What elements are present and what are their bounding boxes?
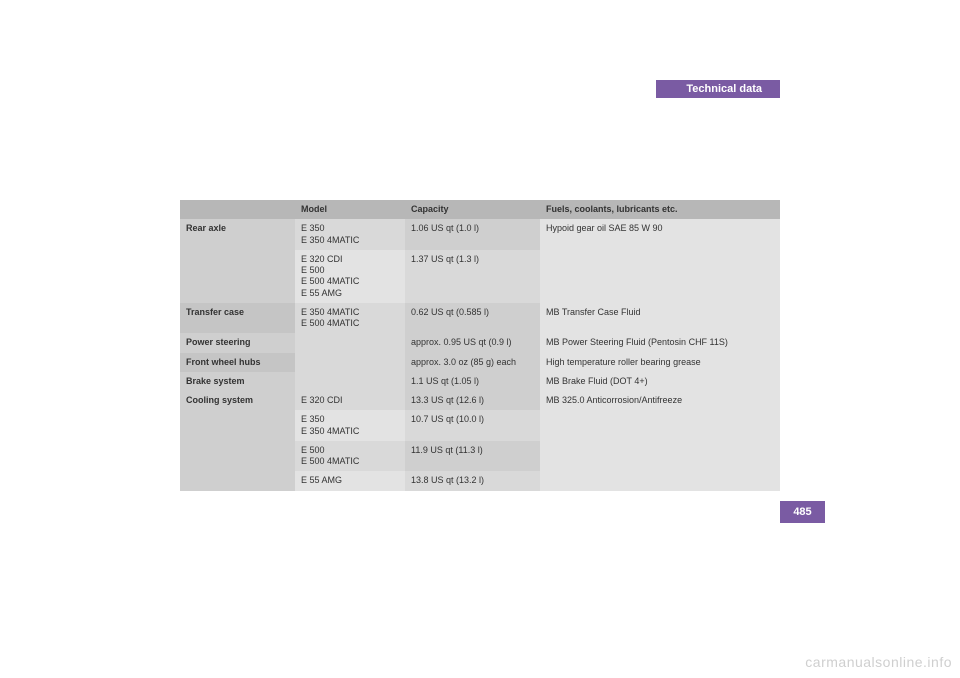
table-row: Rear axleE 350E 350 4MATIC1.06 US qt (1.…: [180, 219, 780, 250]
fluid-cell: Hypoid gear oil SAE 85 W 90: [540, 219, 780, 303]
column-header: Capacity: [405, 200, 540, 219]
fluid-cell: MB Power Steering Fluid (Pentosin CHF 11…: [540, 333, 780, 352]
fluid-cell: MB Transfer Case Fluid: [540, 303, 780, 334]
capacity-cell: 1.37 US qt (1.3 l): [405, 250, 540, 303]
model-cell: [295, 333, 405, 352]
capacity-cell: 13.8 US qt (13.2 l): [405, 471, 540, 490]
model-cell: E 500E 500 4MATIC: [295, 441, 405, 472]
model-cell: E 350E 350 4MATIC: [295, 410, 405, 441]
model-cell: E 320 CDI: [295, 391, 405, 410]
row-label: Transfer case: [180, 303, 295, 334]
fluid-cell: MB Brake Fluid (DOT 4+): [540, 372, 780, 391]
fluid-cell: MB 325.0 Anticorrosion/Antifreeze: [540, 391, 780, 491]
section-tab: Technical data: [656, 80, 780, 98]
model-cell: E 320 CDIE 500E 500 4MATICE 55 AMG: [295, 250, 405, 303]
row-label: Front wheel hubs: [180, 353, 295, 372]
capacity-cell: approx. 0.95 US qt (0.9 l): [405, 333, 540, 352]
model-cell: [295, 353, 405, 372]
capacity-cell: 1.1 US qt (1.05 l): [405, 372, 540, 391]
table-row: Brake system 1.1 US qt (1.05 l)MB Brake F…: [180, 372, 780, 391]
row-label: Rear axle: [180, 219, 295, 303]
model-cell: [295, 372, 405, 391]
column-header: [180, 200, 295, 219]
row-label: Power steering: [180, 333, 295, 352]
table: ModelCapacityFuels, coolants, lubricants…: [180, 200, 780, 491]
table-row: Cooling systemE 320 CDI13.3 US qt (12.6 …: [180, 391, 780, 410]
capacities-table: ModelCapacityFuels, coolants, lubricants…: [180, 200, 780, 491]
row-label: Brake system: [180, 372, 295, 391]
capacity-cell: 10.7 US qt (10.0 l): [405, 410, 540, 441]
capacity-cell: 11.9 US qt (11.3 l): [405, 441, 540, 472]
page-number-box: 485: [780, 501, 825, 523]
table-header-row: ModelCapacityFuels, coolants, lubricants…: [180, 200, 780, 219]
page-number: 485: [793, 506, 811, 518]
capacity-cell: approx. 3.0 oz (85 g) each: [405, 353, 540, 372]
table-row: Transfer caseE 350 4MATICE 500 4MATIC0.6…: [180, 303, 780, 334]
table-row: Power steering approx. 0.95 US qt (0.9 l)…: [180, 333, 780, 352]
watermark: carmanualsonline.info: [805, 654, 952, 670]
model-cell: E 350E 350 4MATIC: [295, 219, 405, 250]
row-label: Cooling system: [180, 391, 295, 491]
fluid-cell: High temperature roller bearing grease: [540, 353, 780, 372]
capacity-cell: 1.06 US qt (1.0 l): [405, 219, 540, 250]
column-header: Model: [295, 200, 405, 219]
model-cell: E 350 4MATICE 500 4MATIC: [295, 303, 405, 334]
model-cell: E 55 AMG: [295, 471, 405, 490]
column-header: Fuels, coolants, lubricants etc.: [540, 200, 780, 219]
table-row: Front wheel hubs approx. 3.0 oz (85 g) ea…: [180, 353, 780, 372]
capacity-cell: 13.3 US qt (12.6 l): [405, 391, 540, 410]
capacity-cell: 0.62 US qt (0.585 l): [405, 303, 540, 334]
